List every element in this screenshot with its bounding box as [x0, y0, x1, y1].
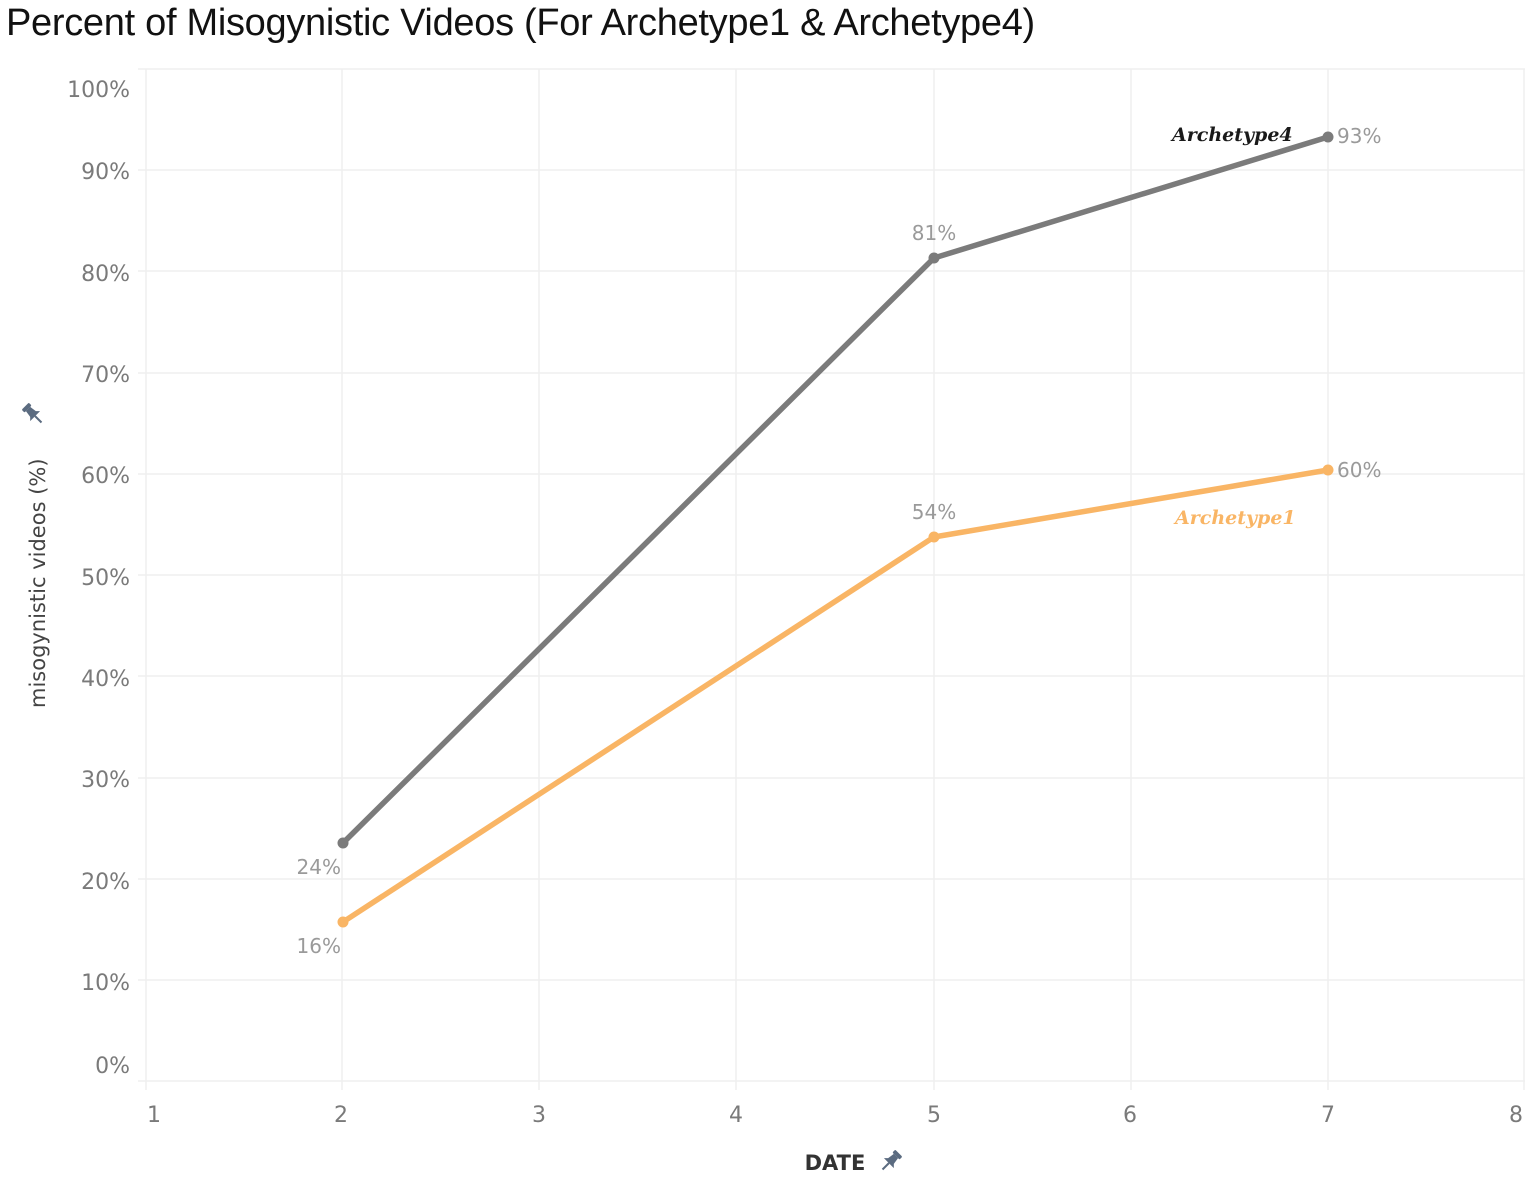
x-tick: 4 [729, 1103, 743, 1128]
x-tick: 3 [532, 1103, 546, 1128]
data-label: 93% [1337, 124, 1381, 148]
data-label: 60% [1337, 458, 1381, 482]
y-tick: 60% [81, 464, 130, 489]
pushpin-icon[interactable] [878, 1148, 904, 1174]
chart-title: Percent of Misogynistic Videos (For Arch… [6, 2, 1035, 44]
x-axis-title: DATE [805, 1151, 866, 1175]
y-tick: 50% [81, 566, 130, 591]
y-tick: 10% [81, 971, 130, 996]
x-tick: 2 [334, 1103, 348, 1128]
grid [138, 68, 1525, 1090]
data-label: 24% [297, 855, 341, 879]
y-axis-ticks: 0% 10% 20% 30% 40% 50% 60% 70% 80% 90% 1… [67, 78, 130, 1079]
data-point[interactable] [1322, 131, 1334, 143]
y-axis-title: misogynistic videos (%) [26, 458, 50, 708]
x-tick: 6 [1123, 1103, 1137, 1128]
series-label-archetype1: Archetype1 [1173, 507, 1296, 529]
series-archetype4: 24% 81% 93% Archetype4 [297, 124, 1382, 879]
data-label: 16% [297, 934, 341, 958]
y-tick: 0% [95, 1054, 130, 1079]
y-tick: 100% [67, 78, 130, 103]
series-label-archetype4: Archetype4 [1170, 124, 1293, 146]
x-tick: 7 [1321, 1103, 1335, 1128]
data-point[interactable] [337, 916, 349, 928]
x-axis-ticks: 1 2 3 4 5 6 7 8 [147, 1103, 1523, 1128]
data-point[interactable] [1322, 464, 1334, 476]
y-tick: 80% [81, 262, 130, 287]
data-label: 81% [912, 221, 956, 245]
y-tick: 70% [81, 363, 130, 388]
data-point[interactable] [337, 837, 349, 849]
data-point[interactable] [928, 531, 940, 543]
x-tick: 5 [927, 1103, 941, 1128]
data-point[interactable] [928, 252, 940, 264]
x-tick: 1 [147, 1103, 161, 1128]
y-tick: 40% [81, 667, 130, 692]
x-tick: 8 [1509, 1103, 1523, 1128]
y-tick: 30% [81, 768, 130, 793]
y-tick: 90% [81, 160, 130, 185]
pushpin-icon[interactable] [20, 401, 46, 427]
data-label: 54% [912, 500, 956, 524]
series-archetype1: 16% 54% 60% Archetype1 [297, 458, 1382, 958]
y-tick: 20% [81, 870, 130, 895]
